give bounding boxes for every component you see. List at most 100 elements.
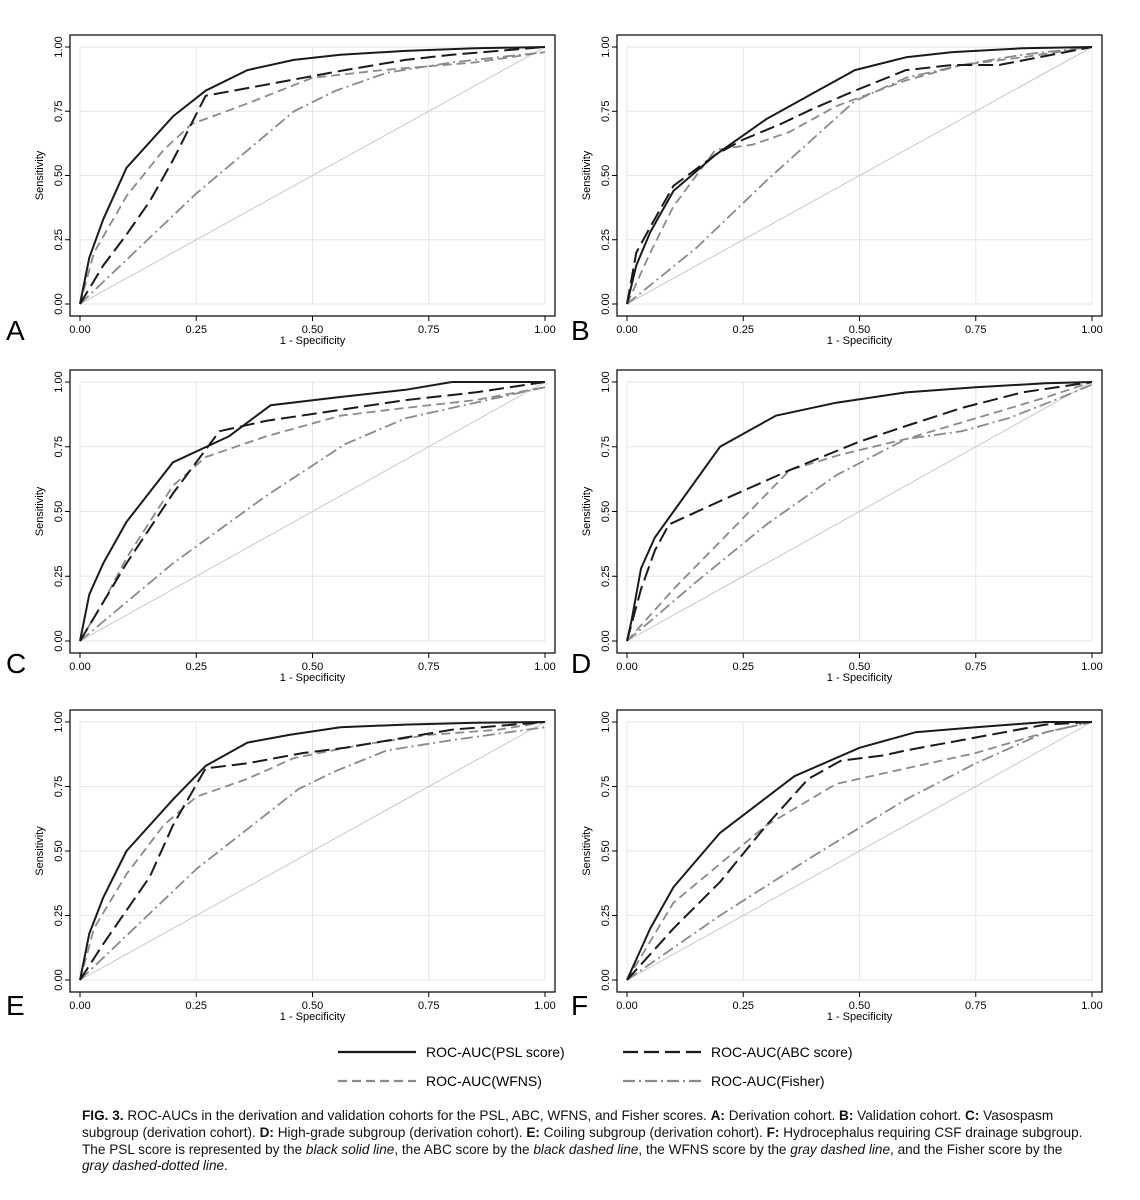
x-tick-label: 0.25 [186, 1000, 207, 1012]
caption-bold: F: [766, 1124, 780, 1140]
x-tick-label: 0.25 [733, 324, 754, 336]
y-tick-label: 0.50 [600, 840, 612, 861]
legend: ROC-AUC(PSL score) ROC-AUC(ABC score) ROC-… [338, 1044, 853, 1089]
caption-text: Validation cohort. [853, 1108, 965, 1123]
caption-text: High-grade subgroup (derivation cohort). [273, 1124, 527, 1140]
caption-italic: black solid line [305, 1141, 395, 1157]
y-tick-label: 0.75 [600, 776, 612, 797]
series-line-psl [626, 381, 1093, 642]
x-axis-label: 1 - Specificity [280, 335, 346, 347]
y-axis-label: Sensitivity [581, 826, 593, 876]
x-tick-label: 0.50 [849, 1000, 870, 1012]
y-axis-label: Sensitivity [581, 486, 593, 536]
y-tick-label: 1.00 [600, 36, 612, 57]
x-tick-label: 0.25 [733, 661, 754, 673]
caption-bold: A: [710, 1108, 725, 1123]
y-tick-label: 0.00 [53, 293, 65, 314]
series-line-fisher [79, 726, 546, 981]
x-tick-label: 1.00 [1081, 1000, 1102, 1012]
reference-diagonal [626, 721, 1093, 981]
chart-panel-e: 0.00 0.00 0.25 0.25 0.50 0.50 0.75 0.75 1.00 1.00… [6, 709, 556, 1023]
y-tick-label: 1.00 [53, 371, 65, 392]
x-tick-label: 0.25 [733, 1000, 754, 1012]
legend-label-psl: ROC-AUC(PSL score) [426, 1044, 565, 1060]
chart-panel-d: 0.00 0.00 0.25 0.25 0.50 0.50 0.75 0.75 1.00 1.00… [571, 369, 1103, 684]
x-tick-label: 0.50 [302, 661, 323, 673]
y-tick-label: 1.00 [53, 711, 65, 732]
series-line-wfns [626, 381, 1093, 642]
caption-text: . [224, 1158, 228, 1174]
x-tick-label: 0.75 [965, 661, 986, 673]
x-tick-label: 1.00 [534, 661, 555, 673]
reference-diagonal [79, 46, 546, 305]
y-tick-label: 1.00 [600, 711, 612, 732]
y-tick-label: 0.00 [600, 630, 612, 651]
y-axis-label: Sensitivity [34, 486, 46, 536]
x-tick-label: 0.75 [418, 1000, 439, 1012]
x-tick-label: 0.50 [302, 1000, 323, 1012]
caption-bold: D: [259, 1124, 274, 1140]
roc-figure: 0.00 0.00 0.25 0.25 0.50 0.50 0.75 0.75 1.00 1.00… [6, 34, 1103, 1089]
caption-bold: E: [526, 1124, 540, 1140]
reference-diagonal [626, 381, 1093, 642]
y-axis-label: Sensitivity [34, 826, 46, 876]
series-line-psl [626, 721, 1092, 981]
x-tick-label: 0.75 [965, 324, 986, 336]
figure-caption: FIG. 3. ROC-AUCs in the derivation and v… [82, 1108, 1092, 1175]
y-tick-label: 0.25 [600, 566, 612, 587]
caption-text: ROC-AUCs in the derivation and validatio… [123, 1108, 711, 1123]
x-axis-label: 1 - Specificity [827, 335, 893, 347]
caption-text: Derivation cohort. [724, 1108, 840, 1123]
y-tick-label: 0.25 [53, 566, 65, 587]
series-line-abc [79, 721, 546, 981]
x-tick-label: 0.25 [186, 324, 207, 336]
caption-text: Hydrocephalus requiring CSF drainage sub… [82, 1124, 1083, 1157]
x-axis-label: 1 - Specificity [827, 1011, 893, 1023]
caption-bold: FIG. 3. [82, 1108, 124, 1123]
x-tick-label: 1.00 [534, 324, 555, 336]
caption-text: , and the Fisher score by the [890, 1141, 1063, 1157]
panel-letter: D [571, 648, 591, 679]
y-tick-label: 0.50 [53, 501, 65, 522]
y-tick-label: 0.00 [53, 630, 65, 651]
y-tick-label: 0.50 [600, 165, 612, 186]
y-tick-label: 0.50 [53, 165, 65, 186]
chart-panel-b: 0.00 0.00 0.25 0.25 0.50 0.50 0.75 0.75 1.00 1.00… [571, 34, 1103, 347]
y-tick-label: 0.50 [53, 840, 65, 861]
y-tick-label: 0.75 [600, 436, 612, 457]
x-tick-label: 0.00 [69, 661, 90, 673]
x-tick-label: 1.00 [1081, 324, 1102, 336]
x-tick-label: 1.00 [1081, 661, 1102, 673]
y-axis-label: Sensitivity [581, 150, 593, 200]
y-tick-label: 0.75 [53, 776, 65, 797]
y-tick-label: 0.75 [53, 101, 65, 122]
reference-diagonal [626, 46, 1093, 305]
series-line-wfns [79, 51, 546, 305]
y-tick-label: 0.00 [600, 969, 612, 990]
chart-panel-a: 0.00 0.00 0.25 0.25 0.50 0.50 0.75 0.75 1.00 1.00… [6, 34, 556, 347]
legend-label-abc: ROC-AUC(ABC score) [711, 1044, 853, 1060]
x-tick-label: 1.00 [534, 1000, 555, 1012]
series-line-psl [79, 721, 546, 981]
series-line-psl [79, 381, 545, 642]
x-tick-label: 0.50 [302, 324, 323, 336]
x-tick-label: 0.75 [965, 1000, 986, 1012]
y-tick-label: 1.00 [53, 36, 65, 57]
panel-letter: E [6, 990, 25, 1021]
series-line-abc [626, 381, 1093, 642]
reference-diagonal [79, 381, 546, 642]
y-tick-label: 0.25 [53, 229, 65, 250]
series-line-fisher [79, 386, 546, 642]
x-tick-label: 0.00 [69, 1000, 90, 1012]
x-tick-label: 0.50 [849, 661, 870, 673]
chart-panel-c: 0.00 0.00 0.25 0.25 0.50 0.50 0.75 0.75 1.00 1.00… [6, 369, 556, 684]
series-line-abc [626, 46, 1093, 305]
chart-panel-f: 0.00 0.00 0.25 0.25 0.50 0.50 0.75 0.75 1.00 1.00… [571, 709, 1103, 1023]
reference-diagonal [79, 721, 546, 981]
x-tick-label: 0.00 [69, 324, 90, 336]
caption-italic: gray dashed-dotted line [82, 1158, 225, 1174]
caption-text: Vasospasm subgroup (derivation cohort). [82, 1108, 1054, 1140]
x-tick-label: 0.00 [616, 661, 637, 673]
panel-letter: F [571, 990, 588, 1021]
series-line-abc [626, 721, 1093, 981]
